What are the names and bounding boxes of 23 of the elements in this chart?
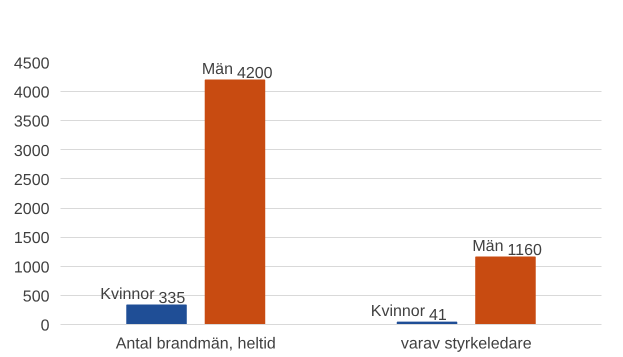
y-tick-label: 0 (40, 318, 50, 334)
bar (204, 79, 266, 324)
bar (126, 304, 187, 324)
data-label: 41 (429, 307, 447, 324)
y-tick-label: 1500 (14, 230, 50, 248)
x-tick-label: varav styrkeledare (400, 336, 532, 352)
series-label: Kvinnor (100, 286, 156, 303)
y-tick-label: 2000 (14, 201, 50, 218)
x-tick-label: Antal brandmän, heltid (116, 336, 276, 352)
y-tick-label: 4000 (14, 84, 50, 102)
y-tick-label: 3000 (14, 142, 50, 160)
bar (475, 256, 536, 324)
text: Män (202, 60, 233, 78)
data-label: 4200 (236, 64, 273, 82)
y-tick-label: 500 (22, 288, 50, 306)
data-label: 335 (158, 290, 186, 307)
data-label: 1160 (507, 242, 542, 259)
y-tick-label: 2500 (14, 172, 50, 189)
series-label: Män (472, 238, 504, 255)
y-tick-label: 3500 (14, 114, 50, 131)
y-tick-label: 1000 (14, 259, 50, 276)
text: Kvinnor (370, 303, 426, 320)
y-tick-label: 4500 (14, 56, 50, 72)
